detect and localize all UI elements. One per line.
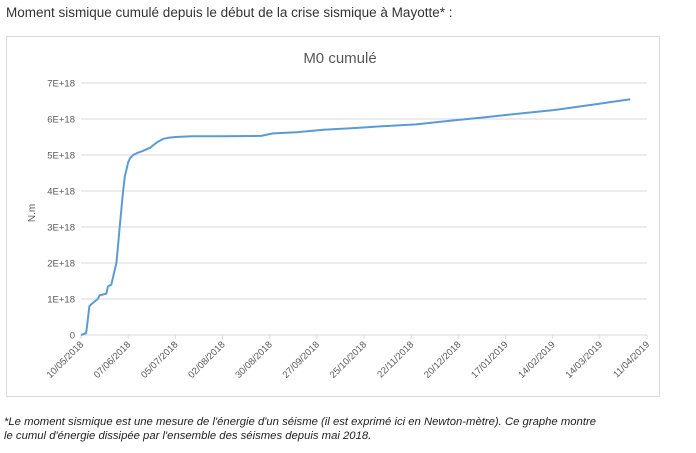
x-tick-label: 14/03/2019 [564,339,605,380]
y-tick-label: 5E+18 [47,151,75,162]
y-tick-label: 4E+18 [47,187,75,198]
chart-title: M0 cumulé [303,50,376,67]
x-tick-label: 10/05/2018 [45,339,86,380]
y-tick-label: 0 [70,331,75,342]
x-tick-labels: 10/05/2018 07/06/2018 05/07/2018 02/08/2018… [45,335,652,381]
y-tick-label: 3E+18 [47,223,75,234]
x-tick-label: 25/10/2018 [328,339,369,380]
footnote-line-1: *Le moment sismique est une mesure de l'… [4,416,597,428]
x-tick-label: 17/01/2019 [469,339,510,380]
chart-frame: M0 cumulé N.m 0 1E+18 2E+18 3E+18 4E+18 5E+18… [6,36,660,397]
y-axis-label: N.m [27,204,38,222]
page-heading: Moment sismique cumulé depuis le début d… [6,5,453,20]
series-line [80,98,631,336]
chart-plot: M0 cumulé N.m 0 1E+18 2E+18 3E+18 4E+18 5E+18… [27,50,652,381]
x-tick-label: 20/12/2018 [422,339,463,380]
grid-lines [81,82,647,336]
x-tick-label: 30/08/2018 [233,339,274,380]
footnote-line-2: le cumul d'énergie dissipée par l'ensemb… [4,430,372,442]
y-tick-label: 7E+18 [47,79,75,90]
x-tick-label: 14/02/2019 [516,339,557,380]
series-layer [80,98,631,336]
x-tick-label: 07/06/2018 [92,339,133,380]
x-tick-label: 05/07/2018 [139,339,180,380]
y-tick-label: 1E+18 [47,295,75,306]
y-tick-label: 6E+18 [47,115,75,126]
x-tick-label: 27/09/2018 [281,339,322,380]
x-tick-label: 22/11/2018 [375,339,416,380]
y-tick-labels: 0 1E+18 2E+18 3E+18 4E+18 5E+18 6E+18 7E+18 [47,79,75,342]
footnote: *Le moment sismique est une mesure de l'… [4,415,684,443]
y-tick-label: 2E+18 [47,259,75,270]
x-tick-label: 02/08/2018 [186,339,227,380]
x-tick-label: 11/04/2019 [611,339,652,380]
